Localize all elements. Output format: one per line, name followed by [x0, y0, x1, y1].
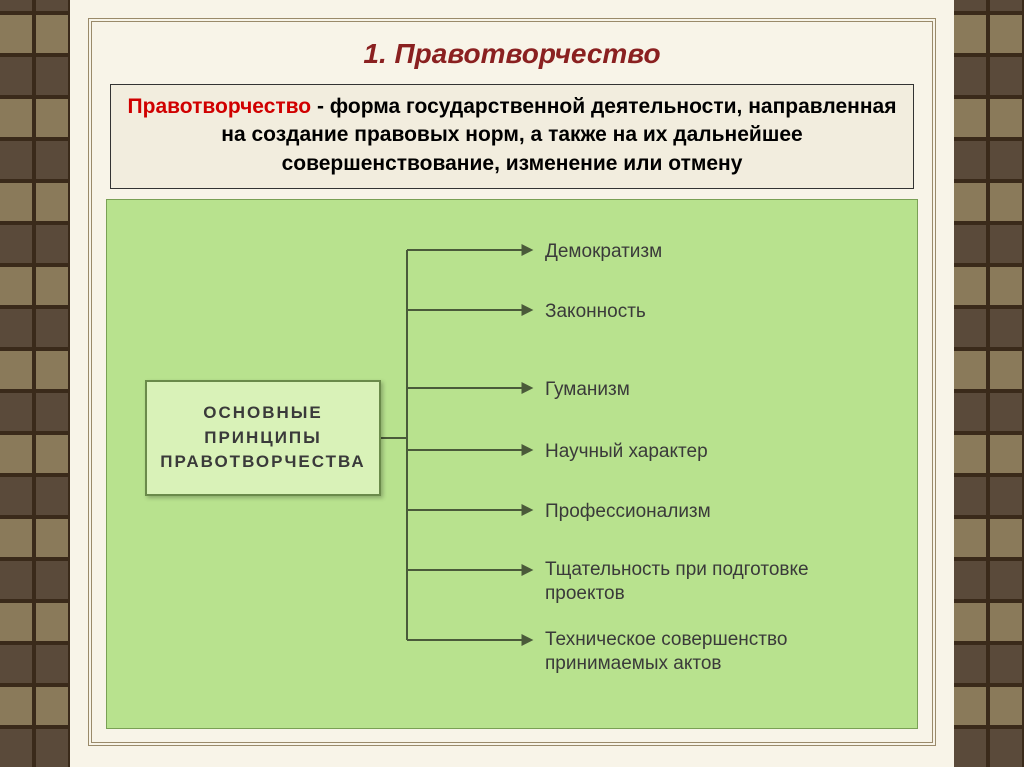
- slide-title: 1. Правотворчество: [106, 38, 918, 70]
- branch-item: Гуманизм: [545, 378, 630, 402]
- definition-box: Правотворчество - форма государственной …: [110, 84, 914, 189]
- decorative-border-left: [0, 0, 70, 767]
- decorative-border-right: [954, 0, 1024, 767]
- branch-item: Тщательность при подготовке проектов: [545, 558, 885, 606]
- branch-label: Гуманизм: [545, 379, 630, 400]
- branch-label: Научный характер: [545, 441, 708, 462]
- branch-item: Научный характер: [545, 440, 708, 464]
- branch-item: Профессионализм: [545, 500, 711, 524]
- slide: 1. Правотворчество Правотворчество - фор…: [88, 18, 936, 746]
- branch-item: Техническое совершенство принимаемых акт…: [545, 628, 885, 676]
- branch-item: Законность: [545, 300, 646, 324]
- definition-text: - форма государственной деятельности, на…: [221, 95, 896, 175]
- definition-term: Правотворчество: [128, 95, 312, 118]
- branch-label: Тщательность при подготовке проектов: [545, 559, 809, 604]
- branch-item: Демократизм: [545, 240, 662, 264]
- branch-label: Профессионализм: [545, 501, 711, 522]
- branch-label: Законность: [545, 301, 646, 322]
- branch-label: Техническое совершенство принимаемых акт…: [545, 629, 787, 674]
- center-node: ОСНОВНЫЕ ПРИНЦИПЫ ПРАВОТВОРЧЕСТВА: [145, 380, 381, 496]
- diagram-panel: ОСНОВНЫЕ ПРИНЦИПЫ ПРАВОТВОРЧЕСТВА Демокр…: [106, 199, 918, 729]
- branch-label: Демократизм: [545, 241, 662, 262]
- center-node-label: ОСНОВНЫЕ ПРИНЦИПЫ ПРАВОТВОРЧЕСТВА: [147, 401, 379, 475]
